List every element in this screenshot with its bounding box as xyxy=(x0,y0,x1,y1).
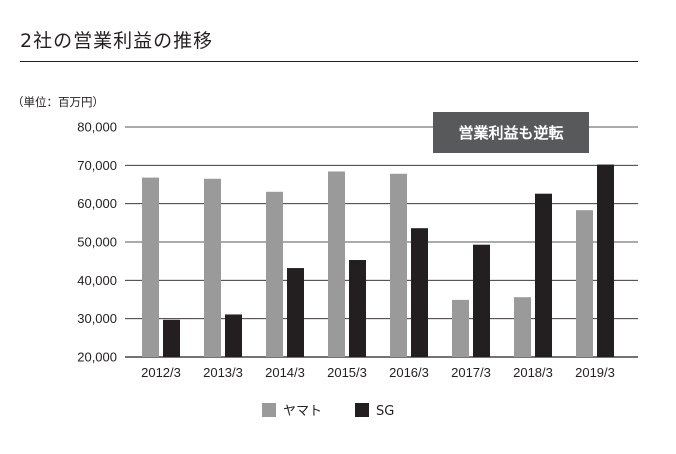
bar-yamato xyxy=(390,173,407,357)
y-axis-ticks: 20,000 30,000 40,000 50,000 60,000 70,000 80,0… xyxy=(77,120,117,365)
x-tick-label: 2013/3 xyxy=(203,365,243,380)
gridlines xyxy=(125,126,638,358)
y-tick-label: 30,000 xyxy=(77,311,117,326)
bar-sg xyxy=(411,228,428,357)
x-tick-label: 2014/3 xyxy=(265,365,305,380)
legend-label: ヤマト xyxy=(283,404,322,419)
x-axis-ticks: 2012/3 2013/3 2014/3 2015/3 2016/3 2017/3 2018… xyxy=(141,365,615,380)
y-tick-label: 80,000 xyxy=(77,120,117,135)
bar-yamato xyxy=(204,178,221,357)
x-tick-label: 2017/3 xyxy=(451,365,491,380)
chart-title: 2社の営業利益の推移 xyxy=(20,30,214,52)
x-tick-label: 2019/3 xyxy=(575,365,615,380)
bar-sg xyxy=(349,260,366,357)
bar-yamato xyxy=(514,297,531,357)
y-tick-label: 40,000 xyxy=(77,273,117,288)
annotation-callout: 営業利益も逆転 xyxy=(433,112,589,153)
bars xyxy=(142,164,614,357)
y-tick-label: 20,000 xyxy=(77,350,117,365)
x-tick-label: 2016/3 xyxy=(389,365,429,380)
bar-yamato xyxy=(142,177,159,357)
bar-yamato xyxy=(452,299,469,357)
bar-sg xyxy=(473,244,490,357)
legend-swatch xyxy=(262,403,276,417)
unit-label: （単位：百万円） xyxy=(12,95,104,109)
legend: ヤマト SG xyxy=(262,403,394,419)
x-tick-label: 2018/3 xyxy=(513,365,553,380)
bar-sg xyxy=(287,268,304,357)
bar-yamato xyxy=(266,191,283,357)
bar-sg xyxy=(225,314,242,357)
legend-label: SG xyxy=(376,404,394,419)
y-tick-label: 70,000 xyxy=(77,158,117,173)
title-divider xyxy=(20,61,638,62)
bar-sg xyxy=(535,193,552,357)
annotation-text: 営業利益も逆転 xyxy=(458,124,563,142)
annotation-box xyxy=(433,112,589,153)
x-tick-label: 2012/3 xyxy=(141,365,181,380)
bar-yamato xyxy=(328,171,345,357)
y-tick-label: 60,000 xyxy=(77,196,117,211)
bar-sg xyxy=(597,164,614,357)
legend-sg: SG xyxy=(355,403,394,419)
legend-swatch xyxy=(355,403,369,417)
legend-yamato: ヤマト xyxy=(262,403,322,419)
bar-yamato xyxy=(576,210,593,357)
bar-sg xyxy=(163,319,180,357)
y-tick-label: 50,000 xyxy=(77,235,117,250)
x-tick-label: 2015/3 xyxy=(327,365,367,380)
